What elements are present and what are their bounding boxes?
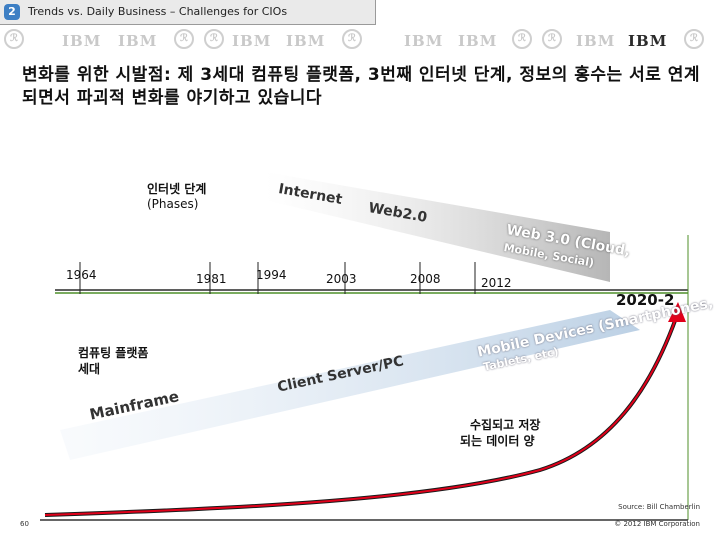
ibm-logo: IBM xyxy=(286,32,326,50)
internet-phases-band xyxy=(265,172,610,282)
computing-platform-label: 컴퓨팅 플랫폼 xyxy=(78,346,149,360)
ibm-logo: IBM xyxy=(628,32,668,50)
ibm-logo: IBM xyxy=(62,32,102,50)
platform-generations-band xyxy=(60,310,640,460)
phases-label-ko: 인터넷 단계 xyxy=(147,182,207,196)
ibm-logo: IBM xyxy=(232,32,272,50)
copyright: © 2012 IBM Corporation xyxy=(614,520,700,528)
year-label-end: 2020-2 xyxy=(616,291,675,309)
seal-icon: ℛ xyxy=(342,29,362,49)
phases-label-en: (Phases) xyxy=(147,197,199,211)
header-bar xyxy=(0,0,376,25)
ibm-logo: IBM xyxy=(576,32,616,50)
data-volume-label: 수집되고 저장 xyxy=(470,418,541,432)
year-label: 2012 xyxy=(481,276,512,290)
ibm-logo: IBM xyxy=(118,32,158,50)
curve-arrowhead-icon xyxy=(668,302,686,322)
seal-icon: ℛ xyxy=(174,29,194,49)
year-label: 1981 xyxy=(196,272,227,286)
seal-icon: ℛ xyxy=(4,29,24,49)
data-volume-label-2: 되는 데이터 양 xyxy=(460,434,535,448)
source-note: Source: Bill Chamberlin xyxy=(618,503,700,511)
seal-icon: ℛ xyxy=(684,29,704,49)
year-label: 2003 xyxy=(326,272,357,286)
seal-icon: ℛ xyxy=(542,29,562,49)
chapter-title: Trends vs. Daily Business – Challenges f… xyxy=(28,5,288,18)
computing-generation-label: 세대 xyxy=(78,362,101,376)
page-number: 60 xyxy=(20,520,29,528)
seal-icon: ℛ xyxy=(512,29,532,49)
data-volume-curve-highlight xyxy=(44,317,677,516)
ibm-logo: IBM xyxy=(458,32,498,50)
logo-strip: ℛ IBM IBM ℛ ℛ IBM IBM ℛ IBM IBM ℛ ℛ IBM … xyxy=(0,26,720,54)
year-label: 1994 xyxy=(256,268,287,282)
year-label: 2008 xyxy=(410,272,441,286)
slide-headline: 변화를 위한 시발점: 제 3세대 컴퓨팅 플랫폼, 3번째 인터넷 단계, 정… xyxy=(22,65,701,108)
ibm-logo: IBM xyxy=(404,32,444,50)
chapter-number-badge: 2 xyxy=(4,4,20,20)
year-label: 1964 xyxy=(66,268,97,282)
seal-icon: ℛ xyxy=(204,29,224,49)
